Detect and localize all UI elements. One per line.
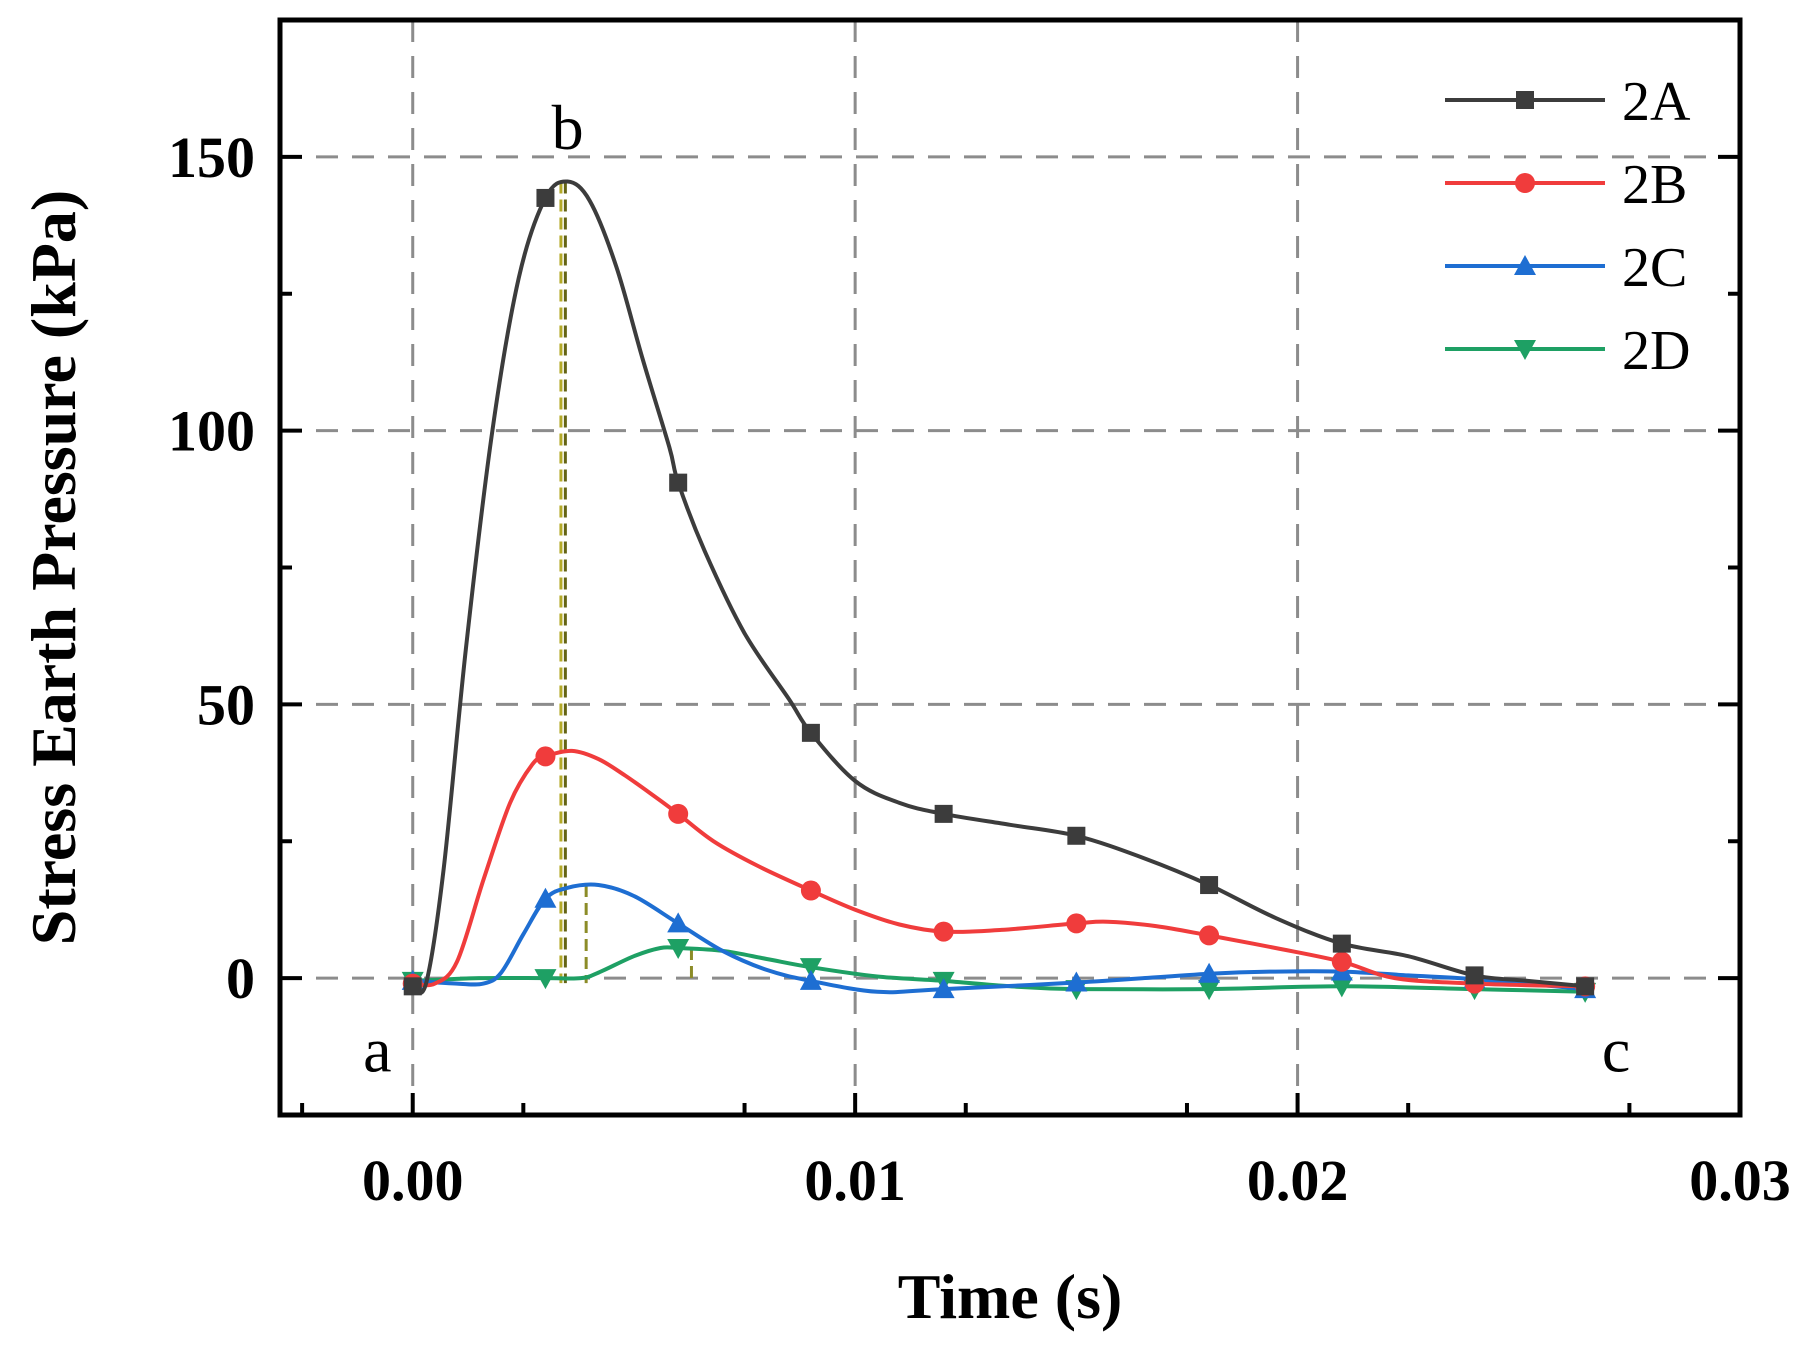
legend: 2A 2B 2C 2D xyxy=(1445,71,1691,382)
legend-entry-2D: 2D xyxy=(1445,320,1690,382)
data-point-2B xyxy=(1199,925,1220,946)
data-point-2B xyxy=(535,746,556,767)
y-tick-label: 50 xyxy=(197,672,255,737)
data-point-2C xyxy=(1198,962,1221,983)
data-point-2C xyxy=(667,912,690,933)
x-tick-label: 0.02 xyxy=(1247,1148,1349,1213)
data-point-2C xyxy=(799,969,822,990)
data-point-2A xyxy=(1067,826,1086,845)
legend-marker xyxy=(1516,91,1534,109)
peak-marker-layer xyxy=(559,181,693,984)
data-point-2B xyxy=(800,880,821,901)
y-tick-label: 100 xyxy=(168,399,255,464)
data-point-2B xyxy=(1331,951,1352,972)
data-point-2A xyxy=(403,977,422,996)
legend-label: 2B xyxy=(1622,154,1687,216)
annotation-a: a xyxy=(363,1014,391,1085)
data-point-2D xyxy=(799,958,822,979)
legend-label: 2C xyxy=(1622,237,1687,299)
data-point-2C xyxy=(534,887,557,908)
series-2D xyxy=(401,939,1597,1003)
legend-marker xyxy=(1514,340,1536,360)
legend-entry-2C: 2C xyxy=(1445,237,1687,299)
data-point-2C xyxy=(1065,971,1088,992)
series-line-2A xyxy=(410,179,1586,995)
data-point-2D xyxy=(534,969,557,990)
x-tick-label: 0.01 xyxy=(804,1148,906,1213)
data-point-2A xyxy=(1465,966,1484,985)
tick-layer: 0.00 0.01 0.02 0.03 0 50 100 150 xyxy=(168,125,1791,1213)
data-point-2A xyxy=(801,723,820,742)
x-tick-label: 0.03 xyxy=(1689,1148,1791,1213)
grid-layer xyxy=(280,20,1740,1115)
series-2A xyxy=(403,179,1595,996)
data-point-2B xyxy=(1066,913,1087,934)
data-point-2A xyxy=(934,804,953,823)
data-point-2A xyxy=(1576,977,1595,996)
x-tick-label: 0.00 xyxy=(362,1148,464,1213)
y-tick-label: 150 xyxy=(168,125,255,190)
data-point-2C xyxy=(932,978,955,999)
x-axis-title: Time (s) xyxy=(898,1261,1123,1332)
data-point-2A xyxy=(1332,934,1351,953)
series-line-2C xyxy=(412,882,1586,995)
legend-label: 2A xyxy=(1622,71,1691,133)
series-line-2B xyxy=(412,748,1586,989)
legend-entry-2A: 2A xyxy=(1445,71,1691,133)
data-point-2B xyxy=(668,803,689,824)
data-point-2A xyxy=(536,188,555,207)
annotation-c: c xyxy=(1602,1014,1630,1085)
data-point-2B xyxy=(933,921,954,942)
data-point-2D xyxy=(667,939,690,960)
legend-entry-2B: 2B xyxy=(1445,154,1687,216)
legend-marker xyxy=(1515,173,1535,193)
legend-marker xyxy=(1514,255,1536,275)
data-point-2A xyxy=(1200,876,1219,895)
legend-label: 2D xyxy=(1622,320,1690,382)
y-axis-title: Stress Earth Pressure (kPa) xyxy=(18,190,89,946)
data-point-2D xyxy=(1198,980,1221,1001)
data-point-2A xyxy=(669,473,688,492)
annotation-b: b xyxy=(552,92,584,163)
y-tick-label: 0 xyxy=(226,946,255,1011)
series-layer xyxy=(401,179,1597,1003)
data-point-2D xyxy=(1330,977,1353,998)
annotation-layer: a b c xyxy=(363,92,1630,1086)
